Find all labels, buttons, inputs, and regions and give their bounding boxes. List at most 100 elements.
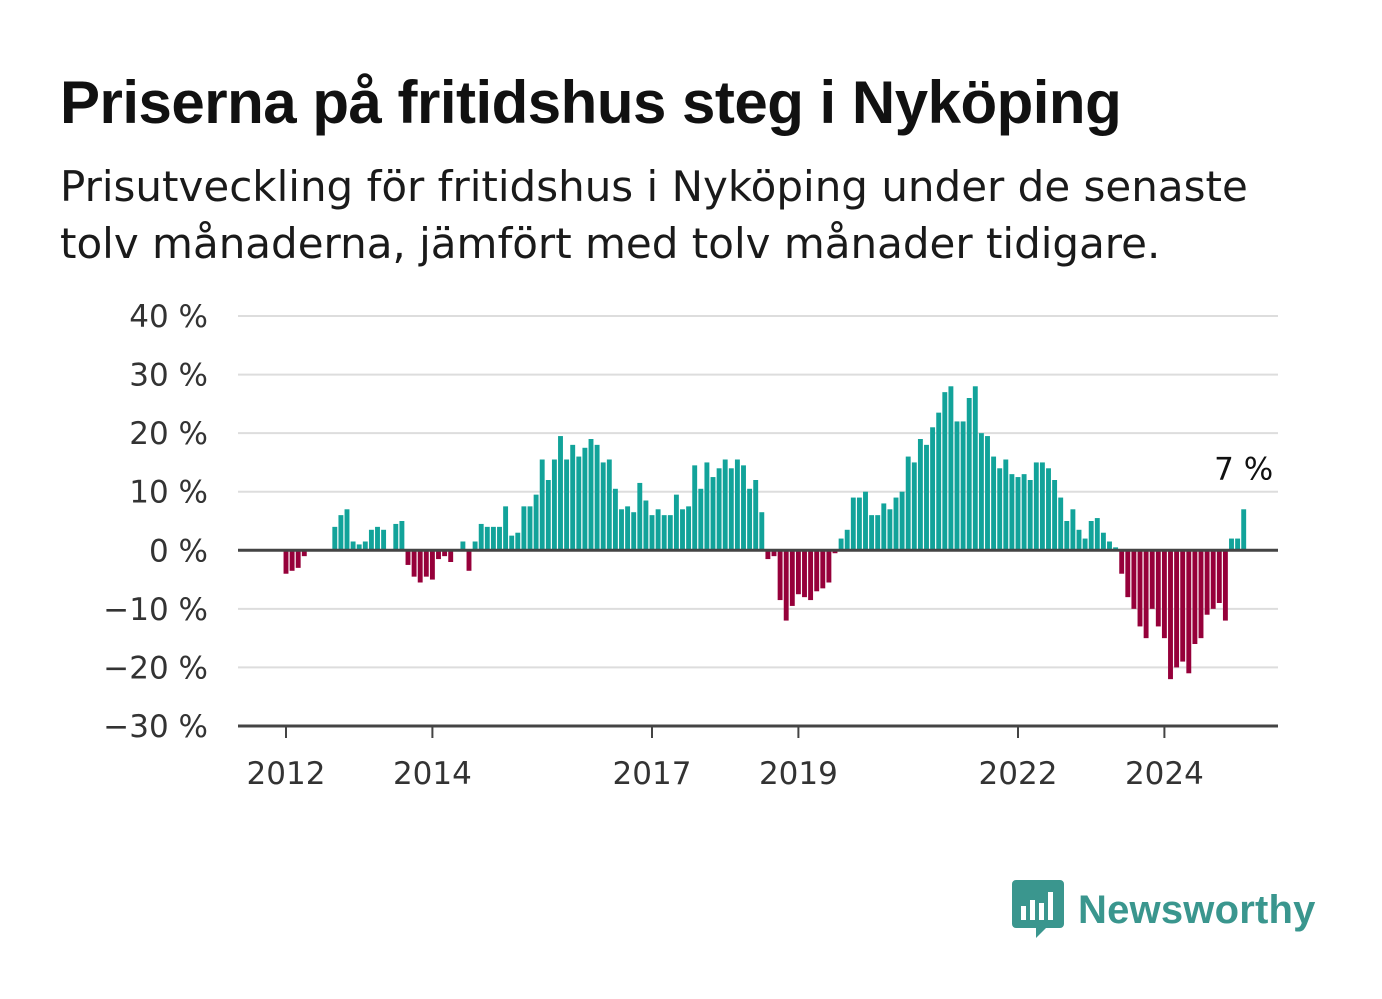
annotation-label: 7 %: [1214, 451, 1273, 487]
newsworthy-logo: Newsworthy: [1012, 880, 1316, 940]
bar: [1180, 550, 1186, 662]
bar: [802, 550, 807, 598]
bar: [1070, 509, 1076, 551]
bar: [625, 506, 631, 551]
bar: [545, 480, 551, 551]
bar: [1198, 550, 1204, 639]
bar: [637, 482, 643, 551]
bar: [606, 459, 612, 551]
y-tick-label: 40 %: [129, 299, 208, 335]
bar: [368, 529, 374, 551]
bar: [533, 494, 539, 551]
chart-title: Priserna på fritidshus steg i Nyköping: [60, 69, 1122, 136]
bar: [1046, 468, 1051, 551]
bar: [875, 515, 881, 551]
bar: [417, 550, 423, 583]
bar: [1149, 550, 1155, 609]
bar: [503, 506, 509, 551]
bar: [582, 447, 588, 551]
bar: [594, 444, 600, 551]
bar: [789, 550, 795, 606]
bar: [936, 412, 942, 551]
bar: [1058, 497, 1064, 551]
bar: [1229, 538, 1234, 551]
y-tick-label: 20 %: [129, 416, 208, 452]
bar: [283, 550, 289, 574]
bar: [850, 497, 856, 551]
bar: [826, 550, 832, 583]
bar: [570, 444, 576, 551]
bar: [759, 512, 765, 551]
bar: [399, 521, 405, 551]
bar: [1137, 550, 1143, 627]
bar: [295, 550, 301, 568]
bar: [820, 550, 826, 589]
bar: [362, 541, 368, 551]
bar: [1100, 532, 1106, 551]
bar: [619, 509, 624, 551]
bar: [686, 506, 692, 551]
bar: [863, 491, 868, 551]
bar: [484, 526, 490, 551]
bar: [478, 523, 484, 551]
bar: [655, 509, 661, 551]
bar: [704, 462, 710, 551]
bar: [728, 468, 734, 551]
bar: [747, 488, 753, 551]
bar: [1186, 550, 1192, 674]
bar: [881, 503, 887, 551]
bar: [1168, 550, 1173, 680]
bar: [954, 421, 960, 551]
bar: [1009, 474, 1015, 551]
bar: [856, 497, 862, 551]
bar: [1088, 521, 1094, 551]
bar: [643, 500, 649, 551]
bar: [838, 538, 844, 551]
bar: [1119, 550, 1125, 574]
bar: [930, 427, 936, 551]
annotation-background: [1205, 447, 1286, 488]
bar: [1204, 550, 1210, 615]
bar: [521, 506, 527, 551]
bar: [1107, 541, 1112, 551]
bar: [887, 509, 893, 551]
x-tick-label: 2017: [613, 756, 692, 792]
bar: [1216, 550, 1222, 603]
bar: [1161, 550, 1167, 639]
bar: [460, 541, 466, 551]
y-tick-label: 10 %: [129, 475, 208, 511]
bar: [661, 515, 667, 551]
bar: [716, 468, 722, 551]
bar: [497, 526, 502, 551]
x-tick-label: 2024: [1125, 756, 1204, 792]
y-tick-label: −10 %: [103, 592, 208, 628]
bar: [741, 465, 746, 551]
bar: [509, 535, 515, 551]
bar: [301, 550, 307, 557]
x-tick-label: 2019: [759, 756, 838, 792]
chart-subtitle: Prisutveckling för fritidshus i Nyköping…: [60, 162, 1248, 268]
bar: [442, 550, 448, 557]
y-tick-label: −20 %: [103, 650, 208, 686]
bar: [1210, 550, 1216, 609]
bar: [997, 468, 1003, 551]
x-tick-label: 2014: [393, 756, 472, 792]
bar: [972, 386, 978, 551]
bar: [527, 506, 533, 551]
y-tick-label: 0 %: [149, 533, 208, 569]
bar: [631, 512, 637, 551]
bar: [332, 526, 338, 551]
bar: [405, 550, 411, 565]
bar: [411, 550, 417, 577]
bar: [991, 456, 997, 551]
bar: [429, 550, 435, 580]
bar: [698, 488, 704, 551]
bar: [948, 386, 954, 551]
bar: [1155, 550, 1161, 627]
bar: [472, 541, 478, 551]
bar: [289, 550, 295, 571]
bar: [1241, 509, 1247, 551]
bar: [795, 550, 801, 595]
